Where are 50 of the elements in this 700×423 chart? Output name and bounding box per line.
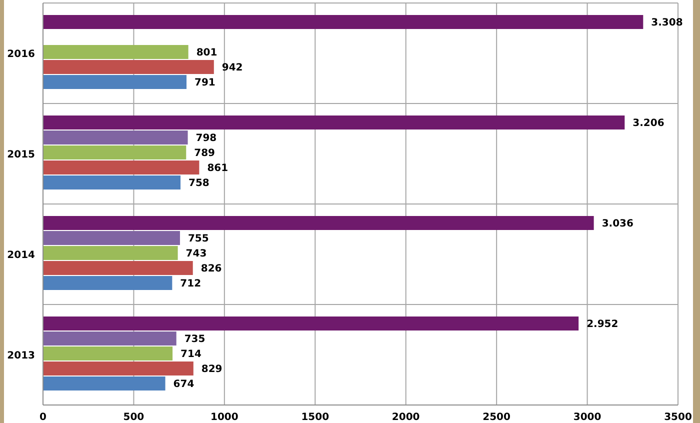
bar [43, 15, 644, 30]
data-label: 743 [186, 248, 207, 260]
x-tick-label: 1500 [301, 412, 330, 423]
y-tick-label: 2015 [7, 149, 36, 160]
data-label: 826 [200, 264, 222, 275]
data-label: 3.036 [602, 218, 634, 230]
bar [43, 362, 194, 376]
x-tick-label: 2500 [482, 412, 511, 423]
data-label: 735 [184, 334, 206, 346]
data-label: 674 [173, 379, 194, 390]
bar [43, 316, 579, 331]
data-label: 755 [188, 234, 209, 245]
y-tick-label: 2014 [7, 250, 36, 261]
data-label: 2.952 [586, 319, 618, 330]
bar [43, 231, 180, 246]
data-label: 3.206 [632, 118, 664, 130]
bar [43, 160, 200, 175]
bar [43, 60, 214, 74]
data-label: 942 [222, 62, 243, 74]
data-label: 801 [196, 48, 218, 59]
y-tick-label: 2016 [7, 48, 36, 60]
bar [43, 346, 173, 361]
bar [43, 130, 188, 145]
x-tick-label: 500 [123, 412, 144, 423]
bar [43, 246, 178, 260]
data-label: 758 [188, 178, 210, 190]
y-tick-label: 2013 [7, 350, 36, 362]
bar [43, 146, 186, 160]
bar [43, 276, 172, 290]
data-label: 829 [201, 364, 222, 376]
x-tick-label: 2000 [392, 412, 420, 423]
bar [43, 45, 188, 60]
data-label: 798 [196, 133, 217, 144]
bar [43, 75, 187, 90]
bar [43, 376, 166, 391]
bar [43, 216, 594, 230]
x-tick-label: 3500 [664, 412, 692, 423]
bar [43, 116, 625, 130]
bar [43, 332, 176, 346]
bar [43, 261, 193, 276]
x-tick-label: 3000 [573, 412, 602, 423]
x-tick-label: 1000 [210, 412, 238, 423]
data-label: 3.308 [651, 18, 683, 29]
data-label: 791 [194, 78, 216, 89]
data-label: 861 [207, 163, 228, 174]
bar [43, 176, 181, 190]
data-label: 714 [180, 349, 202, 360]
data-label: 789 [194, 148, 216, 160]
data-label: 712 [180, 278, 202, 290]
x-tick-label: 0 [40, 412, 47, 423]
